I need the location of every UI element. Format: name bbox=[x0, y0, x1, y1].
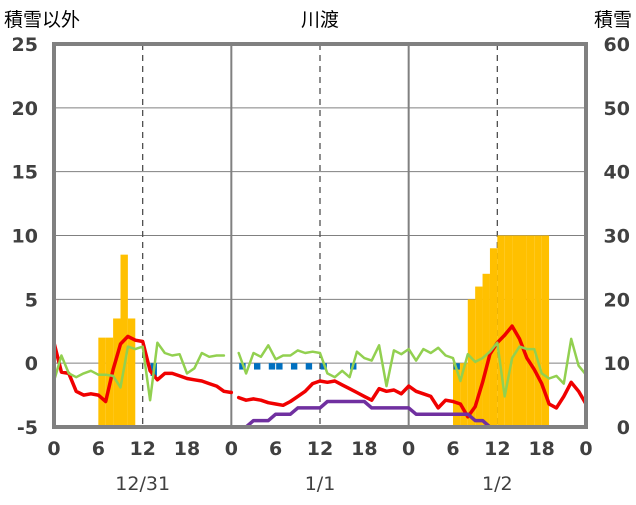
left-tick-label: 0 bbox=[25, 353, 38, 375]
right-tick-label: 20 bbox=[604, 289, 630, 311]
x-tick-label: 18 bbox=[528, 438, 554, 460]
snow-depth-bar bbox=[453, 363, 461, 427]
x-tick-label: 6 bbox=[446, 438, 459, 460]
snow-depth-bar bbox=[526, 235, 535, 427]
snow-depth-bar bbox=[98, 337, 106, 427]
precip-bar bbox=[290, 363, 298, 370]
snow-depth-bar bbox=[467, 299, 476, 427]
left-axis-label: 積雪以外 bbox=[4, 9, 80, 31]
right-tick-label: 40 bbox=[604, 162, 630, 184]
date-label: 1/2 bbox=[482, 473, 513, 495]
x-tick-label: 0 bbox=[402, 438, 415, 460]
series-line-1 bbox=[52, 324, 588, 419]
snow-depth-bar bbox=[475, 286, 483, 427]
snow-depth-bar bbox=[113, 318, 121, 427]
left-tick-label: 10 bbox=[12, 226, 38, 248]
snow-depth-bar bbox=[127, 318, 136, 427]
precip-bar bbox=[254, 363, 261, 370]
left-tick-label: 15 bbox=[12, 162, 38, 184]
right-tick-label: 60 bbox=[604, 34, 630, 56]
snow-depth-bar bbox=[534, 235, 542, 427]
x-tick-label: 6 bbox=[92, 438, 105, 460]
snow-depth-bar bbox=[482, 273, 490, 427]
snow-depth-bar bbox=[460, 363, 468, 427]
precip-bar bbox=[305, 363, 313, 370]
x-tick-label: 0 bbox=[225, 438, 238, 460]
precip-bar bbox=[268, 363, 276, 370]
snow-depth-bar bbox=[519, 235, 527, 427]
x-tick-label: 18 bbox=[174, 438, 200, 460]
x-tick-label: 18 bbox=[351, 438, 377, 460]
grid bbox=[54, 43, 586, 428]
right-tick-label: 10 bbox=[604, 353, 630, 375]
plot-frame bbox=[52, 42, 588, 429]
snow-depth-bar bbox=[541, 235, 550, 427]
date-label: 12/31 bbox=[115, 473, 170, 495]
x-tick-label: 0 bbox=[47, 438, 60, 460]
precip-bar bbox=[276, 363, 283, 370]
x-tick-label: 12 bbox=[307, 438, 333, 460]
right-tick-label: 0 bbox=[617, 417, 630, 439]
snow-depth-bar bbox=[497, 235, 505, 427]
x-tick-label: 6 bbox=[269, 438, 282, 460]
x-tick-label: 12 bbox=[129, 438, 155, 460]
snow-depth-bar bbox=[489, 248, 498, 427]
x-tick-label: 12 bbox=[484, 438, 510, 460]
left-tick-label: 25 bbox=[12, 34, 38, 56]
date-label: 1/1 bbox=[305, 473, 336, 495]
left-tick-label: -5 bbox=[17, 417, 38, 439]
series-line-2 bbox=[52, 337, 588, 402]
left-tick-label: 5 bbox=[25, 289, 38, 311]
x-tick-label: 0 bbox=[579, 438, 592, 460]
right-axis-label: 積雪 bbox=[594, 9, 632, 31]
chart-title: 川渡 bbox=[301, 9, 339, 31]
right-tick-label: 30 bbox=[604, 226, 630, 248]
left-tick-label: 20 bbox=[12, 98, 38, 120]
right-tick-label: 50 bbox=[604, 98, 630, 120]
